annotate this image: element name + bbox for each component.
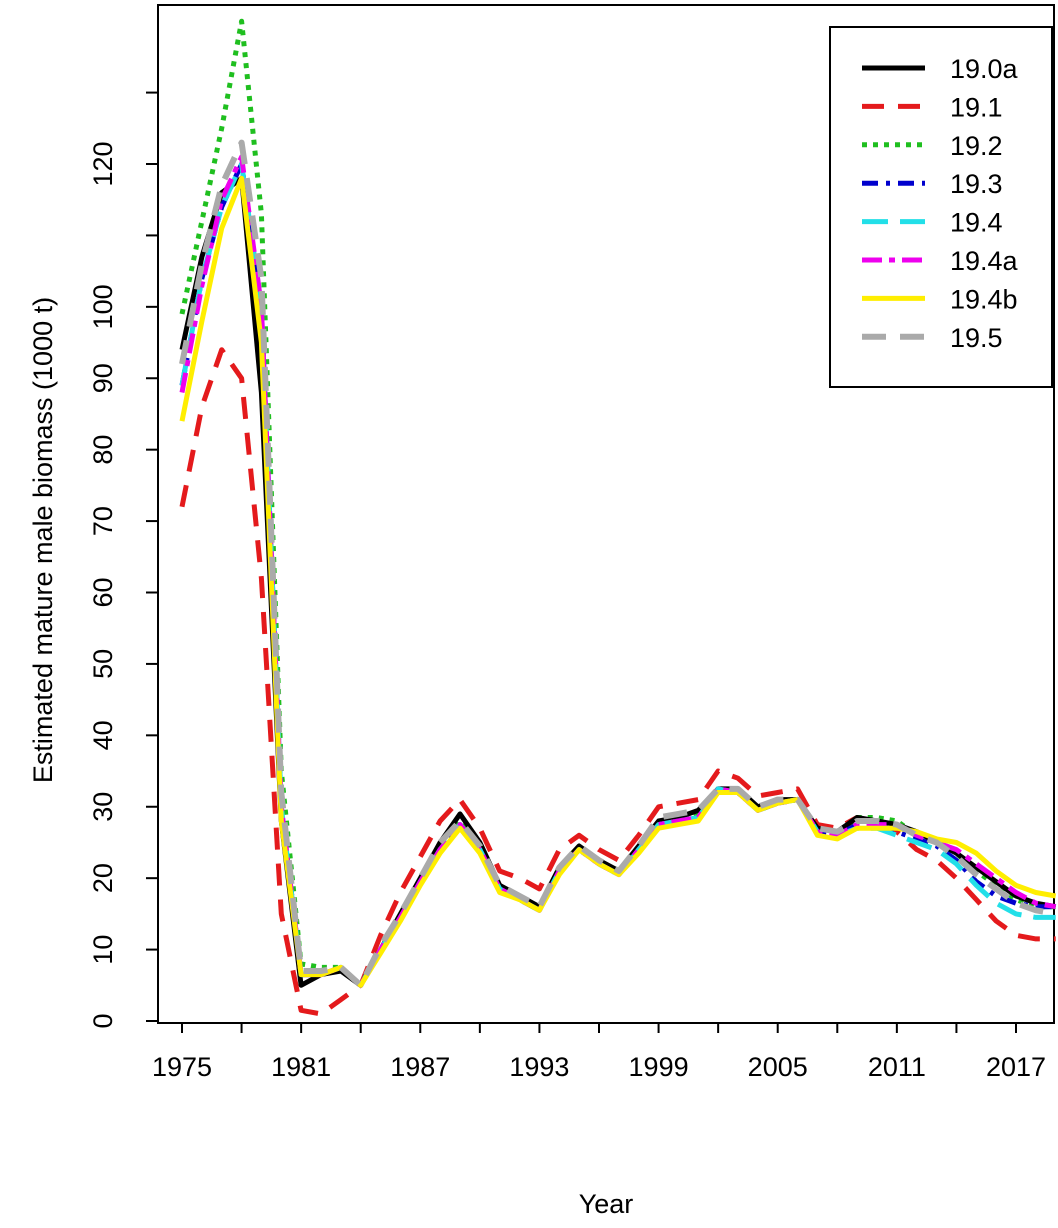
plot-frame bbox=[157, 4, 1055, 1024]
legend-label-19-4: 19.4 bbox=[950, 208, 1003, 238]
x-tick-label: 2011 bbox=[868, 1052, 926, 1082]
legend-label-19-4a: 19.4a bbox=[950, 246, 1019, 276]
y-tick-label: 70 bbox=[88, 506, 118, 536]
y-axis-title: Estimated mature male biomass (1000 t) bbox=[28, 297, 58, 783]
y-tick-label: 10 bbox=[88, 935, 118, 965]
x-tick-label: 1981 bbox=[271, 1052, 331, 1082]
series-line-19-5 bbox=[179, 139, 1057, 989]
legend: 19.0a 19.1 19.2 19.3 19.4 19.4a 19.4b 19.5 bbox=[829, 26, 1053, 388]
y-tick-label: 80 bbox=[88, 435, 118, 465]
y-tick-label: 100 bbox=[88, 284, 118, 329]
series-line-19-1 bbox=[179, 347, 1056, 1017]
legend-label-19-2: 19.2 bbox=[950, 131, 1003, 161]
x-tick-label: 2017 bbox=[986, 1052, 1046, 1082]
y-tick-label: 60 bbox=[88, 577, 118, 607]
legend-label-19-0a: 19.0a bbox=[950, 54, 1019, 84]
y-tick-label: 120 bbox=[88, 141, 118, 186]
y-tick-label: 50 bbox=[88, 649, 118, 679]
legend-label-19-3: 19.3 bbox=[950, 169, 1003, 199]
x-tick-label: 1999 bbox=[629, 1052, 689, 1082]
y-tick-label: 90 bbox=[88, 363, 118, 393]
y-tick-label: 0 bbox=[88, 1013, 118, 1028]
y-tick-label: 30 bbox=[88, 792, 118, 822]
y-tick-label: 40 bbox=[88, 720, 118, 750]
x-tick-label: 2005 bbox=[748, 1052, 808, 1082]
x-axis: 1975 1981 1987 1993 1999 2005 2011 2017 bbox=[152, 1023, 1046, 1082]
legend-label-19-5: 19.5 bbox=[950, 323, 1003, 353]
x-axis-title: Year bbox=[579, 1189, 634, 1219]
x-tick-label: 1987 bbox=[390, 1052, 450, 1082]
y-axis: 0 10 20 30 40 50 60 70 80 90 100 120 bbox=[88, 91, 158, 1029]
series-layer bbox=[179, 18, 1057, 1017]
y-tick-label: 20 bbox=[88, 863, 118, 893]
legend-box bbox=[829, 26, 1053, 388]
legend-label-19-1: 19.1 bbox=[950, 92, 1003, 122]
legend-label-19-4b: 19.4b bbox=[950, 284, 1018, 314]
x-tick-label: 1993 bbox=[509, 1052, 569, 1082]
x-tick-label: 1975 bbox=[152, 1052, 212, 1082]
